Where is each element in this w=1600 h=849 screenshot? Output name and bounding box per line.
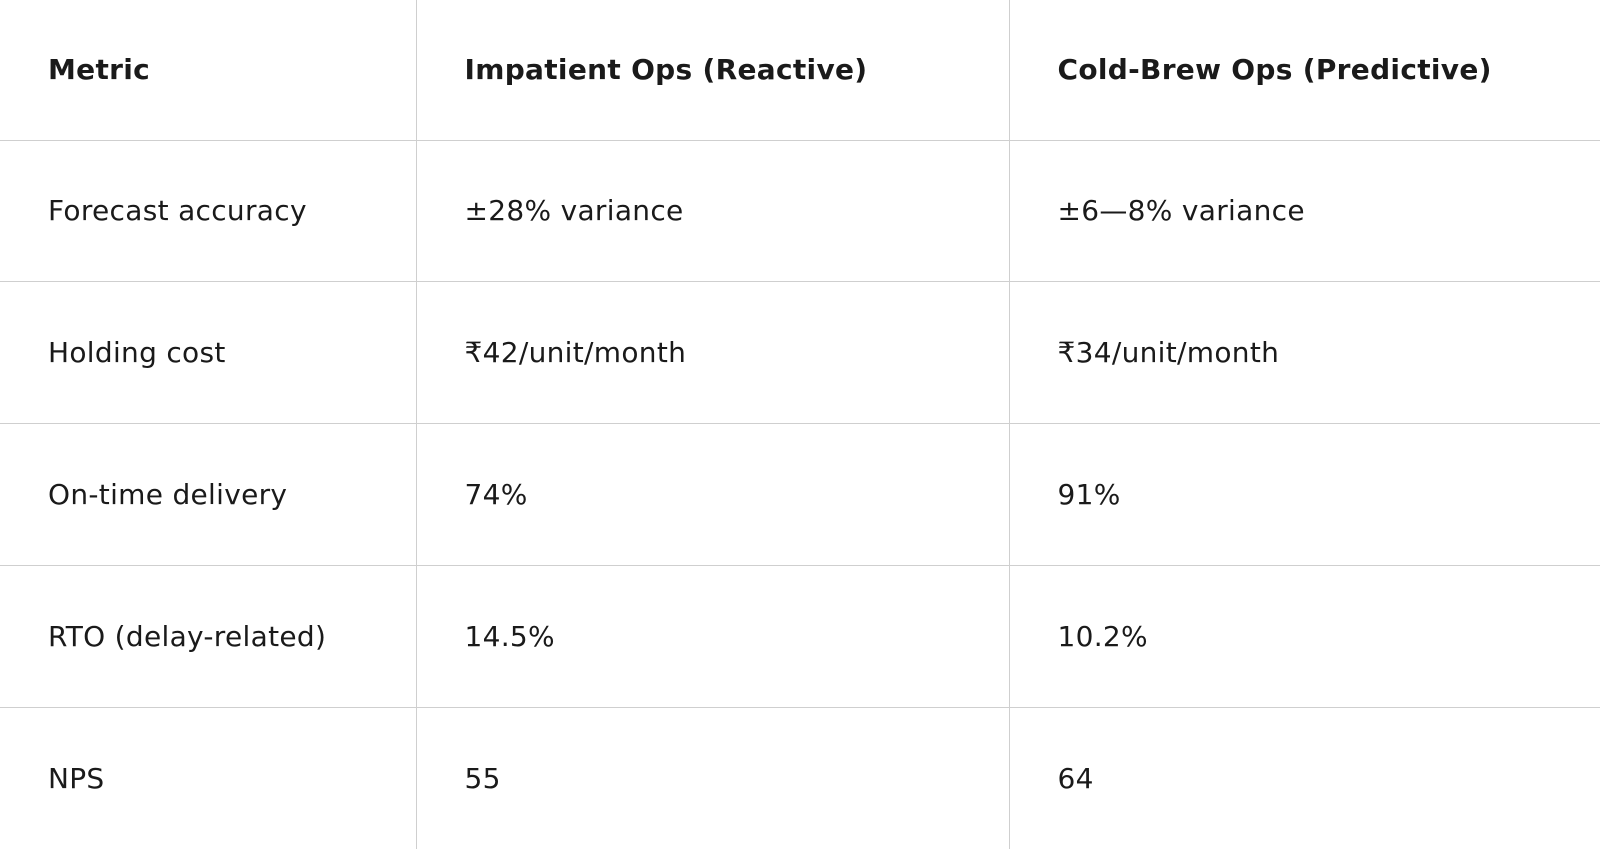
table-row: Holding cost ₹42/unit/month ₹34/unit/month [0, 281, 1600, 425]
metric-cell: On-time delivery [0, 423, 417, 566]
header-row: Metric Impatient Ops (Reactive) Cold-Brew … [0, 0, 1600, 141]
table-row: RTO (delay-related) 14.5% 10.2% [0, 564, 1600, 708]
value-cell: 64 [1008, 706, 1600, 849]
value-cell: ₹34/unit/month [1008, 281, 1600, 425]
table-row: On-time delivery 74% 91% [0, 423, 1600, 566]
header-cell: Cold-Brew Ops (Predictive) [1008, 0, 1600, 141]
table-row: NPS 55 64 [0, 706, 1600, 849]
metric-cell: NPS [0, 706, 417, 849]
metric-cell: RTO (delay-related) [0, 564, 417, 708]
table-header: Metric Impatient Ops (Reactive) Cold-Brew … [0, 0, 1600, 141]
header-cell: Metric [0, 0, 417, 141]
metric-cell: Forecast accuracy [0, 140, 417, 283]
header-cell: Impatient Ops (Reactive) [415, 0, 1010, 141]
value-cell: 91% [1008, 423, 1600, 566]
value-cell: 55 [415, 706, 1010, 849]
metric-cell: Holding cost [0, 281, 417, 425]
value-cell: 74% [415, 423, 1010, 566]
table-row: Forecast accuracy ±28% variance ±6—8% vari… [0, 140, 1600, 283]
value-cell: 14.5% [415, 564, 1010, 708]
table-body: Forecast accuracy ±28% variance ±6—8% vari… [0, 140, 1600, 849]
value-cell: ±28% variance [415, 140, 1010, 283]
value-cell: 10.2% [1008, 564, 1600, 708]
value-cell: ±6—8% variance [1008, 140, 1600, 283]
value-cell: ₹42/unit/month [415, 281, 1010, 425]
